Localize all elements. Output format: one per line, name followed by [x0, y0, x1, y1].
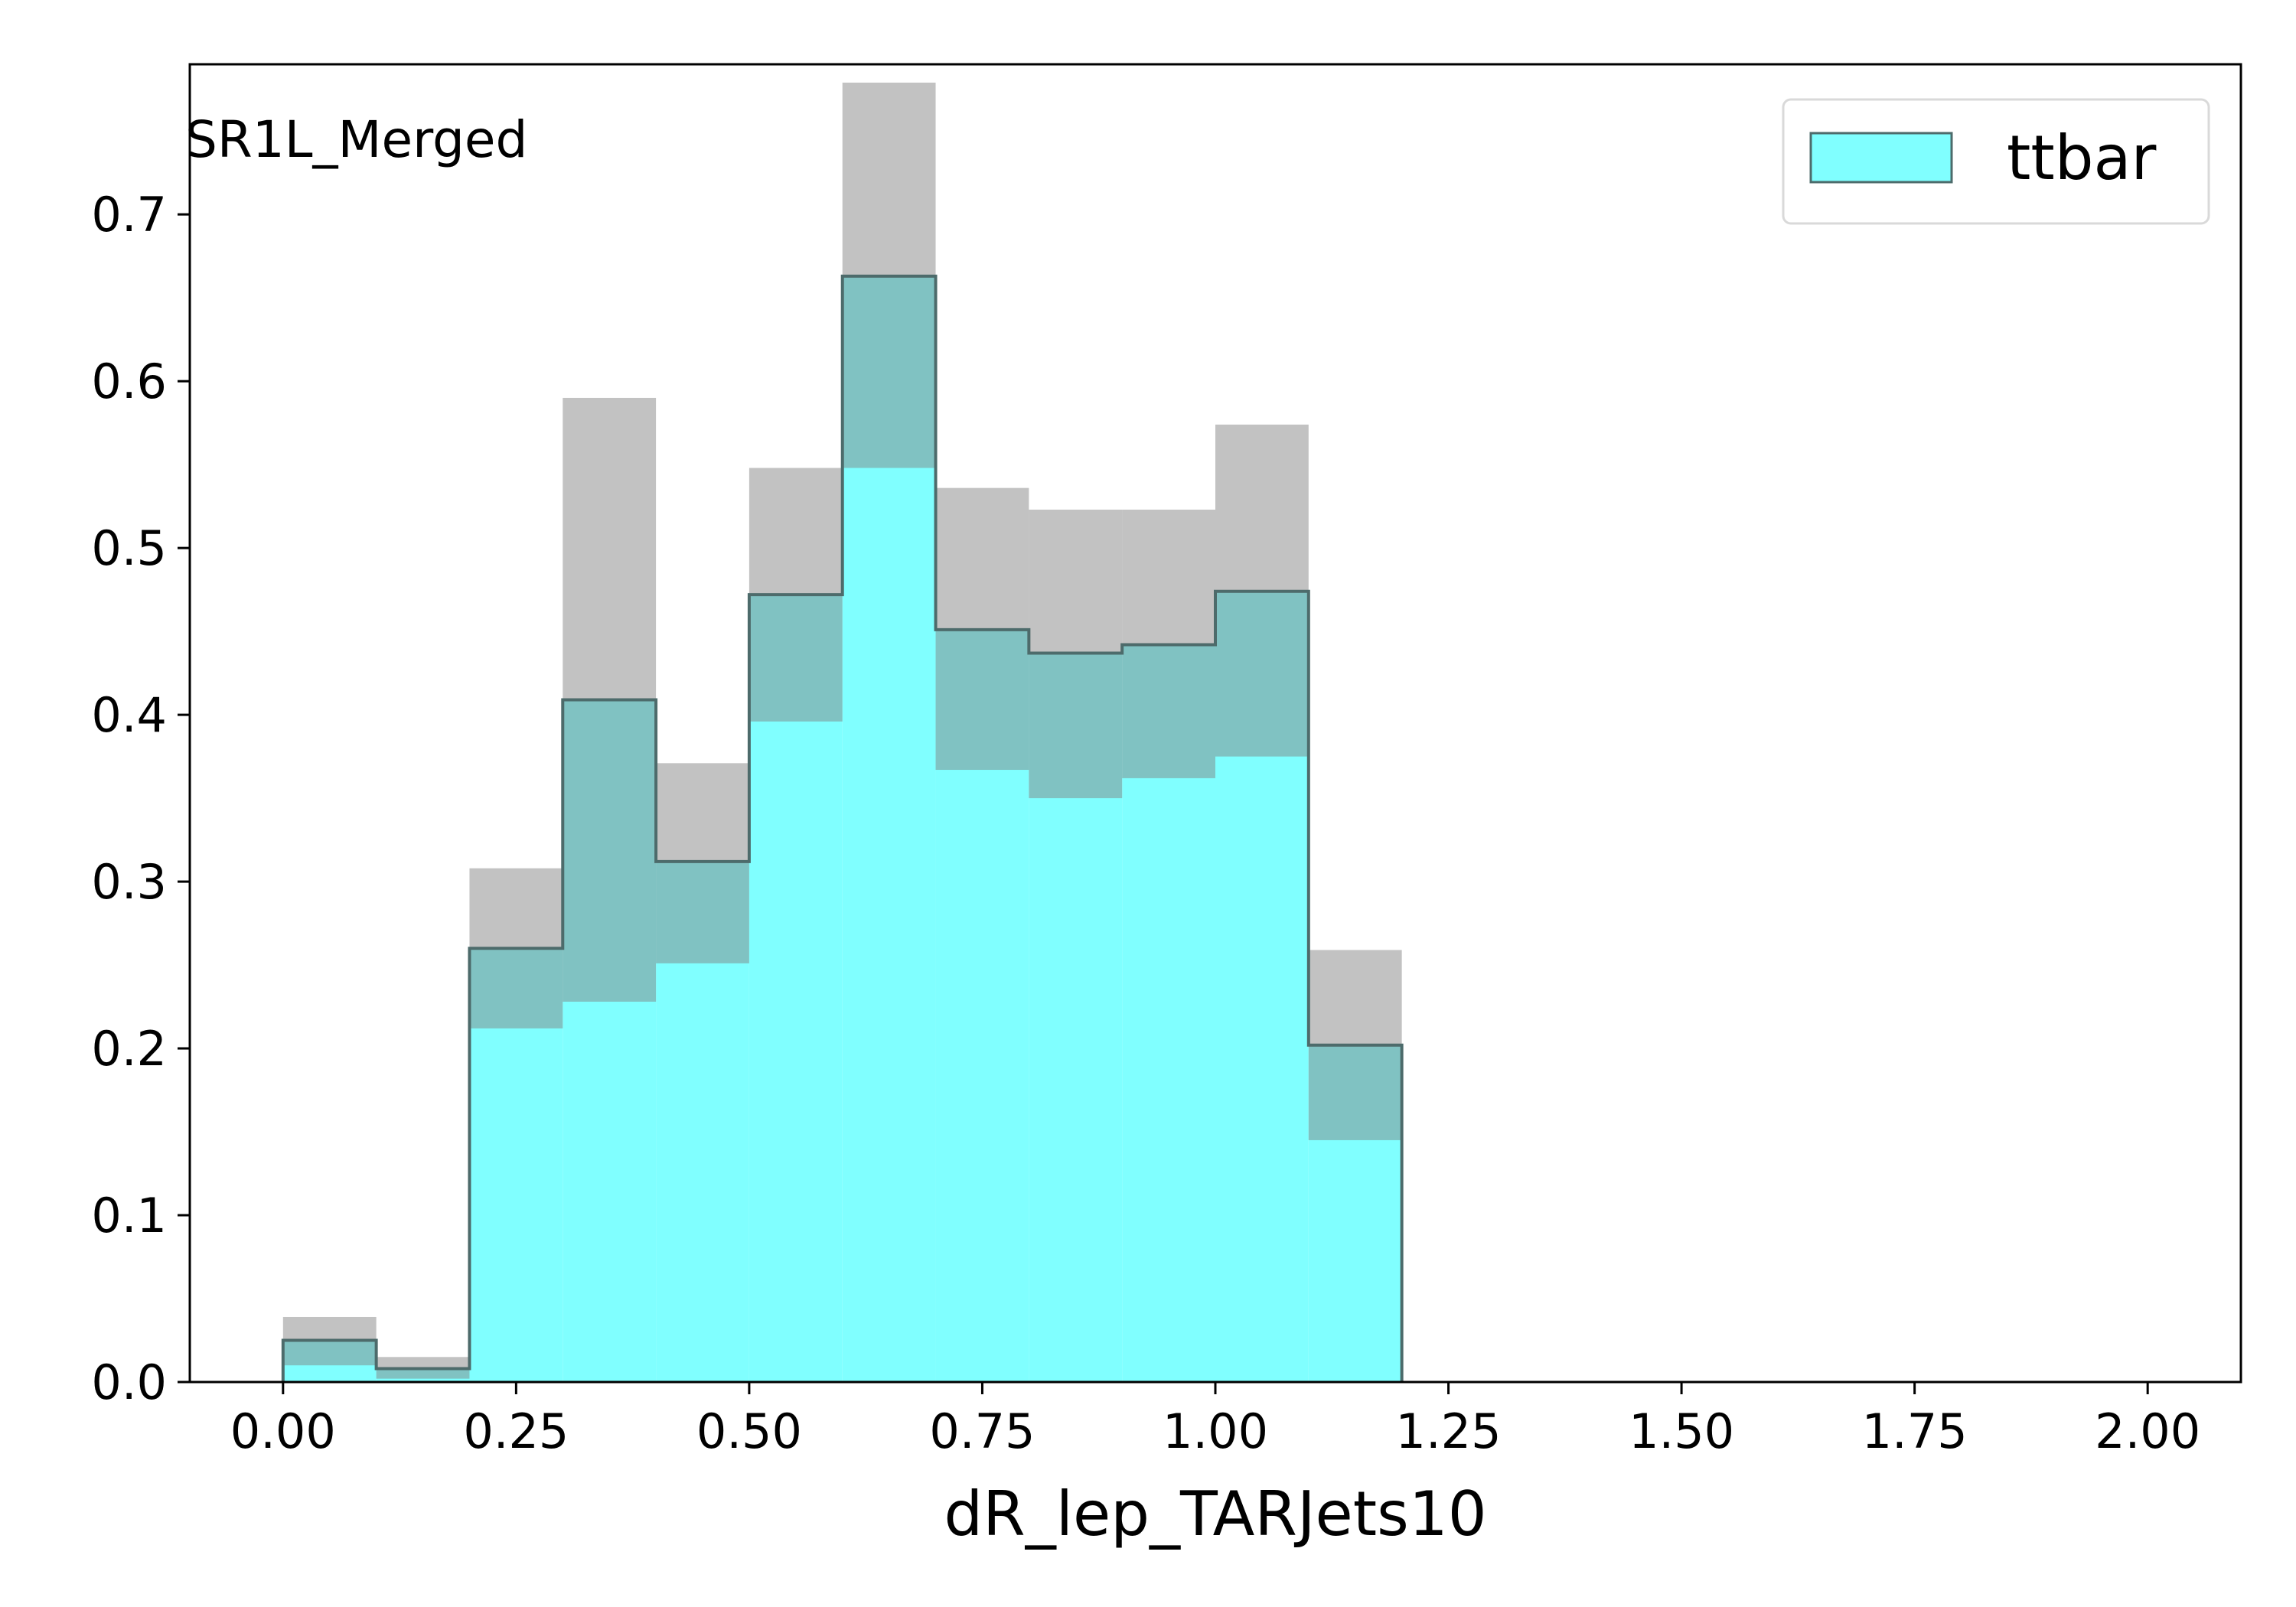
histogram-bin: [1215, 591, 1309, 1382]
legend-swatch-ttbar: [1809, 132, 1953, 184]
legend: ttbar: [1782, 98, 2210, 225]
x-tick-label: 1.75: [1862, 1403, 1968, 1459]
x-tick-label: 2.00: [2095, 1403, 2200, 1459]
histogram-outline: [281, 274, 1404, 1382]
x-tick-label: 1.00: [1163, 1403, 1268, 1459]
x-tick-label: 0.00: [230, 1403, 336, 1459]
histogram-bin: [1308, 1045, 1402, 1382]
histogram-bin: [282, 1340, 377, 1382]
y-tick-label: 0.7: [91, 187, 167, 243]
histogram-bin: [1029, 653, 1123, 1382]
histogram-bin: [469, 948, 563, 1382]
x-tick-label: 0.50: [696, 1403, 802, 1459]
y-tick-label: 0.1: [91, 1188, 167, 1244]
x-tick-label: 1.50: [1629, 1403, 1734, 1459]
histogram-bin: [1122, 644, 1215, 1382]
x-axis-ticks: 0.00 0.25 0.50 0.75 1.00 1.25 1.50 1.75 2.00: [230, 1382, 2200, 1459]
y-axis-ticks: 0.0 0.1 0.2 0.3 0.4 0.5 0.6 0.7: [91, 187, 190, 1410]
legend-label-ttbar: ttbar: [2007, 122, 2157, 194]
histogram-bin: [935, 629, 1029, 1382]
legend-box: [1782, 98, 2210, 225]
histogram-bins: [282, 275, 1402, 1383]
uncertainty-band-bin: [656, 763, 749, 963]
y-tick-label: 0.2: [91, 1021, 167, 1077]
y-tick-label: 0.6: [91, 354, 167, 409]
region-label: SR1L_Merged: [185, 110, 527, 169]
histogram-bin: [376, 1368, 470, 1382]
y-tick-label: 0.5: [91, 520, 167, 576]
x-axis-title: dR_lep_TARJets10: [944, 1478, 1486, 1550]
x-tick-label: 0.75: [929, 1403, 1035, 1459]
x-tick-label: 0.25: [463, 1403, 569, 1459]
y-tick-label: 0.4: [91, 687, 167, 743]
histogram-bin: [842, 275, 936, 1382]
y-tick-label: 0.3: [91, 854, 167, 910]
histogram-bin: [656, 861, 749, 1382]
y-tick-label: 0.0: [91, 1354, 167, 1410]
histogram-bin: [748, 595, 843, 1383]
x-tick-label: 1.25: [1396, 1403, 1502, 1459]
histogram-bin: [563, 699, 657, 1382]
